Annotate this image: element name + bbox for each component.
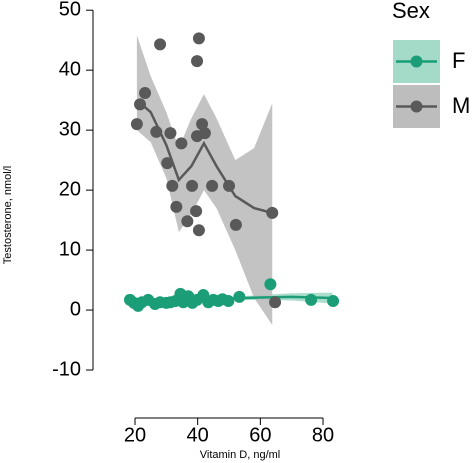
legend-label: M bbox=[452, 93, 470, 118]
legend-title: Sex bbox=[392, 0, 430, 23]
y-tick-label: 40 bbox=[59, 58, 81, 80]
y-tick-label: 20 bbox=[59, 178, 81, 200]
y-tick-label: -10 bbox=[52, 358, 81, 380]
point bbox=[222, 295, 235, 308]
point bbox=[181, 215, 194, 228]
point bbox=[161, 157, 174, 170]
point bbox=[266, 206, 279, 219]
x-axis-title: Vitamin D, ng/ml bbox=[200, 449, 281, 461]
point bbox=[191, 55, 204, 68]
y-tick-label: 0 bbox=[70, 298, 81, 320]
point bbox=[229, 218, 242, 231]
point bbox=[269, 296, 282, 309]
confidence-band bbox=[136, 35, 273, 326]
point bbox=[139, 86, 152, 99]
point bbox=[305, 293, 318, 306]
x-tick-label: 20 bbox=[124, 424, 146, 446]
y-tick-label: 50 bbox=[59, 0, 81, 20]
y-axis-title: Testosterone, nmol/l bbox=[2, 166, 14, 264]
point bbox=[206, 179, 219, 192]
y-tick-label: 10 bbox=[59, 238, 81, 260]
point bbox=[150, 125, 163, 138]
legend-label: F bbox=[452, 48, 465, 73]
point bbox=[327, 295, 340, 308]
point bbox=[186, 179, 199, 192]
point bbox=[164, 127, 177, 140]
point bbox=[175, 137, 188, 150]
point bbox=[166, 179, 179, 192]
point bbox=[154, 38, 167, 51]
point bbox=[134, 98, 147, 111]
legend-point bbox=[410, 100, 423, 113]
x-tick-label: 40 bbox=[187, 424, 209, 446]
point bbox=[192, 32, 205, 45]
x-tick-label: 60 bbox=[249, 424, 271, 446]
point bbox=[170, 200, 183, 213]
legend-point bbox=[410, 55, 423, 68]
point bbox=[233, 290, 246, 303]
point bbox=[223, 179, 236, 192]
point bbox=[192, 224, 205, 237]
x-tick-label: 80 bbox=[312, 424, 334, 446]
point bbox=[198, 127, 211, 140]
y-tick-label: 30 bbox=[59, 118, 81, 140]
point bbox=[190, 205, 203, 218]
point bbox=[130, 118, 143, 131]
point bbox=[264, 278, 277, 291]
